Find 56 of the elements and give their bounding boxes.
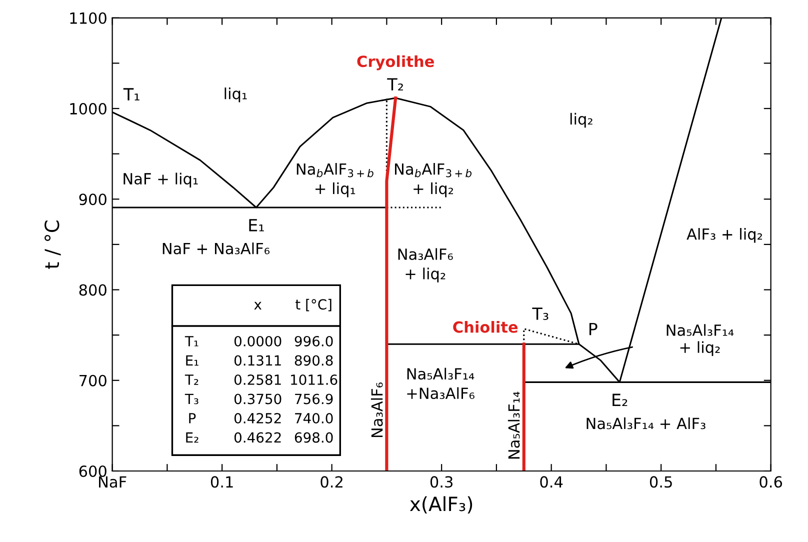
annotation: x [254,302,262,310]
annotation: 698.0 [294,432,333,443]
annotation: E₂ [612,394,628,406]
annotation: AlF₃ + liq₂ [686,228,762,243]
annotation: Na₅Al₃F₁₄ +Na₃AlF₆ [407,368,474,400]
annotation: t [°C] [296,298,332,312]
y-tick-label: 900 [79,194,106,206]
y-tick-label: 800 [79,284,106,296]
annotation: liq₁ [224,88,247,102]
annotation: 890.8 [294,355,333,366]
annotation: 0.4622 [234,432,281,443]
annotation: P [189,413,196,424]
annotation: 740.0 [295,412,333,424]
annotation: 756.9 [295,394,333,404]
y-tick-label: 600 [79,465,106,478]
y-tick-label: 1000 [70,102,106,115]
annotation: T₃ [532,308,548,320]
annotation: liq₂ [570,112,592,128]
x-tick-label: 0.1 [210,476,233,488]
annotation: NaF + liq₁ [124,172,198,188]
annotation: Na$_{b}$AlF$_{3+b}$ + liq₁ [296,162,374,198]
y-tick-label: 700 [80,374,106,386]
annotation: T₃ [184,394,198,404]
annotation: 0.2581 [234,374,281,385]
annotation: 996.0 [294,336,333,346]
annotation: 0.0000 [234,336,282,346]
annotation: 0.1311 [234,355,281,366]
annotation: Na₅Al₃F₁₄ + AlF₃ [586,417,706,430]
x-tick-label: 0.5 [650,476,672,488]
annotation: E₁ [186,355,198,366]
x-tick-label: 0.2 [320,476,342,488]
annotation: E₁ [249,219,264,232]
annotation: NaF + Na₃AlF₆ [162,242,270,254]
annotation: 0.4252 [234,412,281,424]
y-axis-title: t / °C [44,220,61,269]
annotation: T₂ [387,78,403,90]
series-label: Chiolite [453,321,518,333]
annotation: Na₃AlF₆ [370,382,383,438]
annotation: 0.3750 [234,394,282,404]
annotation: Na$_{b}$AlF$_{3+b}$ + liq₂ [395,162,472,198]
annotation: 1011.6 [291,374,338,385]
annotation: T₁ [184,336,198,346]
annotation: E₂ [186,432,198,443]
x-tick-label: 0.6 [760,476,782,488]
annotation: P [589,322,598,336]
y-tick-label: 1100 [70,12,106,24]
annotation: Na₅Al₃F₁₄ [508,392,520,459]
x-tick-label: 0.3 [430,476,452,488]
x-tick-label: 0.4 [540,476,563,488]
text: Cryolithe [357,55,434,70]
annotation: Na₃AlF₆ + liq₂ [398,248,453,282]
x-tick-label: NaF [99,476,126,488]
annotation: T₂ [184,374,198,385]
annotation: T₁ [123,88,140,100]
annotation: Na₅Al₃F₁₄ + liq₂ [666,324,734,356]
x-axis-title: x(AlF₃) [410,496,472,514]
